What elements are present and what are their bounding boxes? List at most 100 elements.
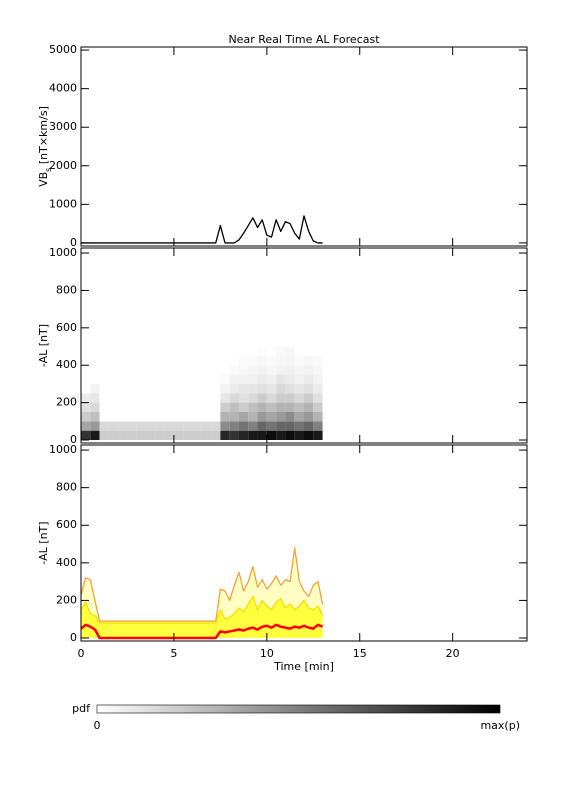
heatmap-cell: [257, 402, 267, 412]
heatmap-cell: [164, 355, 174, 366]
heatmap-cell: [248, 374, 258, 384]
y-tick-label: 1000: [49, 443, 77, 456]
heatmap-cell: [108, 430, 119, 441]
heatmap-cell: [183, 393, 193, 403]
x-tick-label: 0: [78, 647, 85, 660]
heatmap-cell: [127, 365, 137, 375]
heatmap-cell: [118, 383, 128, 394]
heatmap-cell: [285, 421, 295, 431]
y-tick-label: 3000: [49, 120, 77, 133]
heatmap-cell: [304, 374, 314, 384]
heatmap-cell: [173, 346, 184, 356]
heatmap-cell: [201, 402, 212, 412]
heatmap-cell: [266, 393, 277, 403]
heatmap-cell: [276, 402, 286, 412]
y-tick-label: 400: [56, 358, 77, 371]
heatmap-cell: [99, 393, 109, 403]
heatmap-cell: [276, 365, 286, 375]
heatmap-cell: [108, 393, 119, 403]
heatmap-cell: [211, 383, 221, 394]
heatmap-cell: [164, 346, 174, 356]
heatmap-cell: [99, 430, 109, 441]
heatmap-cell: [201, 365, 212, 375]
y-tick-label: 800: [56, 481, 77, 494]
heatmap-cell: [90, 355, 100, 366]
heatmap-cell: [173, 393, 184, 403]
heatmap-cell: [136, 411, 147, 422]
heatmap-cell: [257, 393, 267, 403]
heatmap-cell: [266, 430, 277, 441]
heatmap-cell: [229, 421, 239, 431]
heatmap-cell: [313, 365, 323, 375]
y-tick-label: 1000: [49, 197, 77, 210]
heatmap-cell: [276, 411, 286, 422]
heatmap-cell: [108, 365, 119, 375]
heatmap-cell: [183, 365, 193, 375]
heatmap-cell: [257, 346, 267, 356]
y-axis-label: -AL [nT]: [37, 324, 50, 367]
heatmap-cell: [294, 383, 304, 394]
heatmap-cell: [183, 402, 193, 412]
heatmap-cell: [108, 383, 119, 394]
heatmap-cell: [257, 365, 267, 375]
heatmap-cell: [173, 355, 184, 366]
heatmap-cell: [276, 430, 286, 441]
heatmap-cell: [211, 355, 221, 366]
heatmap-cell: [304, 393, 314, 403]
heatmap-cell: [81, 430, 91, 441]
y-tick-label: 4000: [49, 82, 77, 95]
x-tick-label: 15: [353, 647, 367, 660]
heatmap-cell: [146, 393, 156, 403]
heatmap-cell: [276, 374, 286, 384]
heatmap-cell: [266, 355, 277, 366]
heatmap-cell: [192, 365, 202, 375]
chart-title: Near Real Time AL Forecast: [228, 33, 380, 46]
y-tick-label: 2000: [49, 159, 77, 172]
heatmap-cell: [313, 430, 323, 441]
heatmap-cell: [173, 430, 184, 441]
heatmap-cell: [248, 411, 258, 422]
y-tick-label: 0: [70, 433, 77, 446]
heatmap-cell: [220, 421, 230, 431]
panel: 0 1000 2000 3000 4000 5000 VBs [nT×km/s]: [37, 43, 528, 249]
heatmap-cell: [201, 430, 212, 441]
heatmap-cell: [127, 402, 137, 412]
heatmap-cell: [248, 421, 258, 431]
heatmap-cell: [248, 402, 258, 412]
heatmap-cell: [294, 355, 304, 366]
heatmap-cell: [173, 421, 184, 431]
heatmap-cell: [285, 346, 295, 356]
heatmap-cell: [127, 393, 137, 403]
x-tick-label: 5: [170, 647, 177, 660]
heatmap-cell: [146, 421, 156, 431]
colorbar-min-label: 0: [94, 719, 101, 732]
heatmap-cell: [257, 374, 267, 384]
heatmap-cell: [192, 402, 202, 412]
heatmap-cell: [266, 374, 277, 384]
y-tick-label: 200: [56, 593, 77, 606]
plot-area: [81, 547, 324, 640]
heatmap-cell: [266, 402, 277, 412]
heatmap-cell: [220, 383, 230, 394]
heatmap-cell: [229, 411, 239, 422]
series-line: [81, 215, 323, 244]
heatmap-cell: [220, 374, 230, 384]
heatmap-cell: [285, 383, 295, 394]
heatmap-cell: [192, 430, 202, 441]
heatmap-cell: [90, 393, 100, 403]
heatmap-cell: [108, 374, 119, 384]
heatmap-cell: [192, 374, 202, 384]
heatmap-cell: [90, 365, 100, 375]
heatmap-cell: [304, 421, 314, 431]
heatmap-cell: [304, 355, 314, 366]
heatmap-cell: [81, 383, 91, 394]
colorbar: [96, 704, 501, 714]
heatmap-cell: [118, 355, 128, 366]
heatmap-cell: [313, 374, 323, 384]
heatmap-cell: [229, 355, 239, 366]
heatmap-cell: [146, 365, 156, 375]
heatmap-cell: [266, 383, 277, 394]
heatmap-cell: [81, 346, 91, 356]
heatmap-cell: [192, 421, 202, 431]
